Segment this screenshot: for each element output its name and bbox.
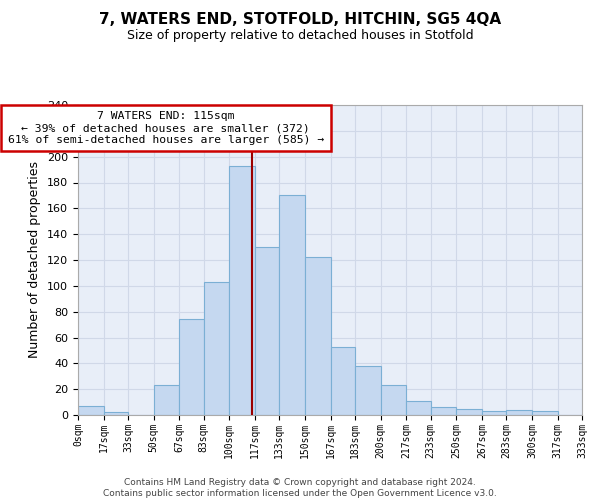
Bar [532, 411, 558, 415]
Bar [381, 386, 406, 415]
Text: Size of property relative to detached houses in Stotfold: Size of property relative to detached ho… [127, 29, 473, 42]
Y-axis label: Number of detached properties: Number of detached properties [28, 162, 41, 358]
Text: 7, WATERS END, STOTFOLD, HITCHIN, SG5 4QA: 7, WATERS END, STOTFOLD, HITCHIN, SG5 4Q… [99, 12, 501, 28]
Bar [203, 282, 229, 415]
Bar [279, 196, 305, 415]
Bar [305, 258, 331, 415]
Bar [457, 408, 482, 415]
Text: Contains HM Land Registry data © Crown copyright and database right 2024.
Contai: Contains HM Land Registry data © Crown c… [103, 478, 497, 498]
Bar [431, 407, 457, 415]
Bar [104, 412, 128, 415]
Bar [482, 411, 506, 415]
Bar [255, 247, 279, 415]
Bar [355, 366, 381, 415]
Bar [331, 346, 355, 415]
Bar [154, 386, 179, 415]
Bar [179, 320, 203, 415]
Bar [78, 406, 104, 415]
Bar [229, 166, 255, 415]
Bar [506, 410, 532, 415]
Text: 7 WATERS END: 115sqm
← 39% of detached houses are smaller (372)
61% of semi-deta: 7 WATERS END: 115sqm ← 39% of detached h… [8, 112, 324, 144]
Bar [406, 401, 431, 415]
